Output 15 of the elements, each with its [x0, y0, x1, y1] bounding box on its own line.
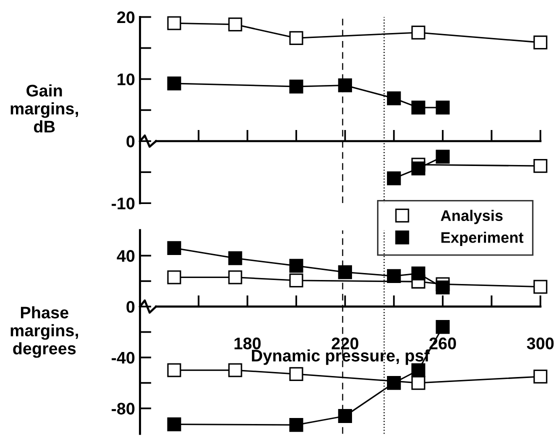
legend-label: Experiment: [441, 232, 524, 246]
y-tick-label: 40: [116, 250, 134, 262]
y-tick-label: -40: [112, 352, 134, 364]
y-tick-label: 20: [117, 11, 134, 24]
y-tick-label: -10: [112, 198, 134, 210]
x-tick-label: 180: [234, 338, 261, 350]
y-tick-label: 0: [126, 300, 134, 313]
x-tick-label: 220: [332, 338, 358, 350]
y-axis-title: Phase margins, degrees: [10, 306, 78, 358]
y-axis-title: Gain margins, dB: [10, 84, 78, 133]
legend-label: Analysis: [440, 210, 503, 224]
y-tick-label: 10: [118, 73, 134, 86]
x-tick-label: 300: [526, 338, 554, 350]
y-tick-label: 0: [126, 136, 134, 148]
y-tick-label: -80: [112, 402, 134, 415]
